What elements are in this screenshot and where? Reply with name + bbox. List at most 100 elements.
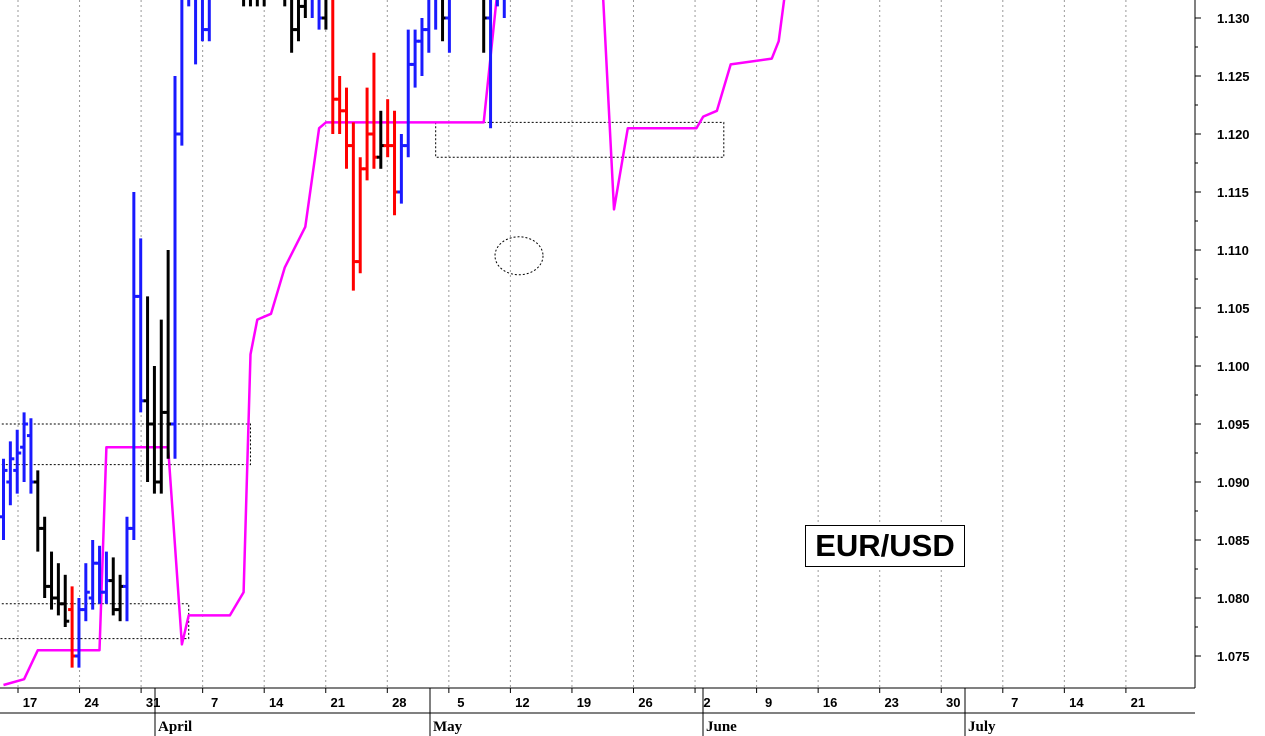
ohlc-bar [74, 598, 83, 668]
ohlc-bar [445, 0, 451, 53]
ohlc-bar [88, 540, 97, 610]
ohlc-bar [376, 110, 385, 169]
ohlc-bar [33, 470, 42, 552]
ohlc-bar [129, 192, 138, 540]
ohlc-bar [61, 574, 70, 627]
month-label: April [158, 719, 192, 735]
ohlc-bar [290, 0, 296, 53]
ohlc-bar [40, 516, 49, 598]
ohlc-bar [424, 0, 431, 53]
date-tick-label: 17 [23, 695, 37, 710]
date-tick-label: 7 [1011, 695, 1018, 710]
ohlc-bar [157, 319, 166, 494]
ohlc-bar [356, 157, 365, 274]
price-tick-label: 1.085 [1217, 533, 1250, 548]
ohlc-bar [81, 563, 90, 622]
ohlc-bar [397, 134, 406, 204]
date-tick-label: 7 [211, 695, 218, 710]
price-tick-label: 1.125 [1217, 69, 1250, 84]
date-tick-label: 19 [577, 695, 591, 710]
date-tick-label: 14 [269, 695, 284, 710]
ohlc-bar [20, 412, 29, 482]
ohlc-bar [255, 0, 259, 7]
price-tick-label: 1.100 [1217, 359, 1250, 374]
ohlc-bar [321, 0, 328, 30]
ohlc-bar [317, 0, 324, 30]
ohlc-bar [136, 238, 145, 413]
date-tick-label: 21 [1131, 695, 1145, 710]
date-tick-label: 2 [703, 695, 710, 710]
month-label: June [706, 719, 737, 735]
ohlc-bar [68, 586, 77, 668]
ohlc-bar [342, 87, 351, 169]
ohlc-bar [205, 0, 211, 42]
support-zone-box [0, 423, 251, 466]
ohlc-bar [26, 418, 35, 494]
price-tick-label: 1.075 [1217, 649, 1250, 664]
price-tick-label: 1.105 [1217, 301, 1250, 316]
ohlc-bar [143, 296, 152, 482]
month-label: May [433, 719, 463, 735]
ohlc-bar [502, 0, 506, 18]
ohlc-bar [242, 0, 246, 7]
date-tick-label: 21 [331, 695, 345, 710]
ohlc-bar [150, 366, 159, 494]
ohlc-bar [6, 441, 15, 506]
ohlc-bar [486, 0, 493, 129]
ohlc-bar [390, 110, 399, 216]
date-tick-label: 31 [146, 695, 160, 710]
date-tick-label: 26 [638, 695, 652, 710]
ohlc-bar [171, 76, 179, 459]
ohlc-bar [187, 0, 191, 7]
ohlc-bar [482, 0, 488, 53]
date-tick-label: 5 [457, 695, 464, 710]
support-zone-box [0, 603, 190, 640]
ohlc-bar [310, 0, 314, 18]
price-tick-label: 1.130 [1217, 11, 1250, 26]
chart-title: EUR/USD [805, 525, 965, 567]
ohlc-bar [417, 18, 426, 76]
ohlc-bar [294, 0, 303, 42]
ohlc-bar [164, 250, 173, 459]
date-tick-label: 30 [946, 695, 960, 710]
ohlc-bar [441, 0, 447, 42]
ohlc-bar [116, 574, 125, 622]
ohlc-bar [331, 0, 337, 134]
low-circle-marker [494, 236, 544, 276]
ohlc-bar [434, 0, 438, 30]
price-tick-label: 1.120 [1217, 127, 1250, 142]
date-tick-label: 12 [515, 695, 529, 710]
date-tick-label: 24 [84, 695, 99, 710]
ohlc-bar [248, 0, 252, 7]
ohlc-bar [47, 551, 56, 610]
date-tick-label: 28 [392, 695, 406, 710]
ohlc-bar [122, 516, 131, 622]
ohlc-bar [335, 76, 344, 134]
support-zone-box [435, 121, 725, 158]
ohlc-bar [495, 0, 499, 7]
trailing-stop-line [3, 0, 786, 687]
ohlc-bar [349, 122, 358, 291]
price-tick-label: 1.090 [1217, 475, 1250, 490]
ohlc-bar [383, 99, 392, 158]
price-tick-label: 1.115 [1217, 185, 1249, 200]
price-tick-label: 1.095 [1217, 417, 1250, 432]
price-tick-label: 1.080 [1217, 591, 1250, 606]
ohlc-bar [283, 0, 287, 7]
month-label: July [968, 719, 996, 735]
ohlc-bar [369, 52, 378, 169]
ohlc-bar [200, 0, 207, 42]
ohlc-bar [0, 458, 8, 540]
ohlc-bar [54, 563, 63, 616]
ohlc-bar [411, 29, 420, 88]
date-tick-label: 9 [765, 695, 772, 710]
date-tick-label: 23 [884, 695, 898, 710]
ohlc-bar [301, 0, 307, 18]
ohlc-bar [262, 0, 266, 7]
date-tick-label: 16 [823, 695, 837, 710]
price-tick-label: 1.110 [1217, 243, 1249, 258]
date-tick-label: 14 [1069, 695, 1084, 710]
ohlc-bar [109, 557, 118, 616]
ohlc-bar [404, 29, 413, 158]
